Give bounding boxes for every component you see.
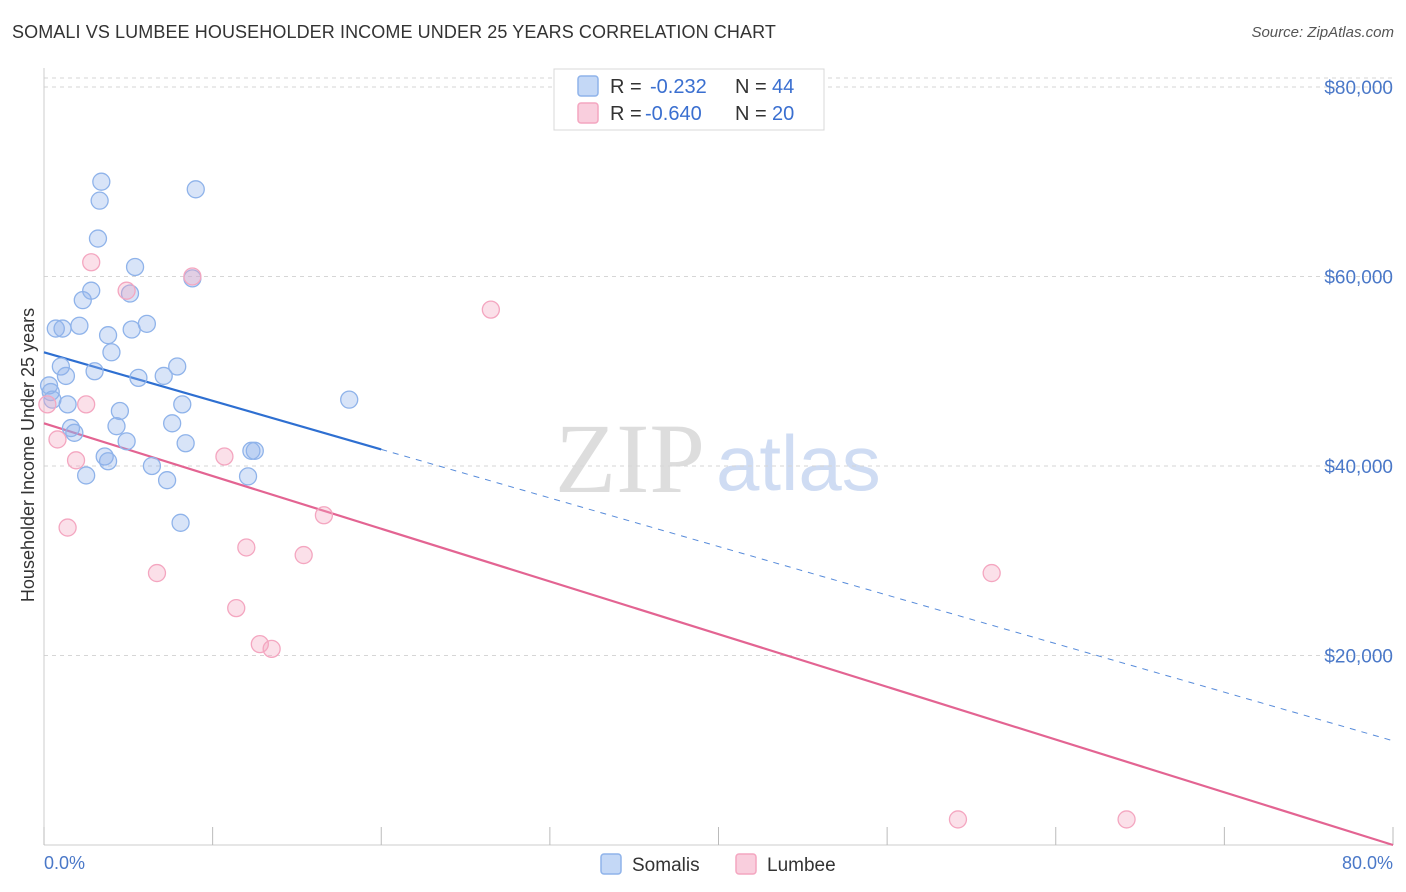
trend-line-somalis-extension <box>381 448 1394 742</box>
point-somalis <box>85 362 104 381</box>
point-somalis <box>238 467 258 486</box>
point-lumbee <box>294 545 313 565</box>
y-tick-labels: $20,000 $40,000 $60,000 $80,000 <box>1324 78 1393 668</box>
point-somalis <box>245 441 264 460</box>
point-somalis <box>125 257 145 277</box>
point-lumbee <box>77 395 96 414</box>
legend-r-value-somalis: -0.232 <box>650 76 707 98</box>
point-lumbee <box>314 506 334 525</box>
point-somalis <box>176 434 195 453</box>
y-axis-label: Householder Income Under 25 years <box>18 308 38 602</box>
axes <box>43 68 1394 846</box>
point-somalis <box>154 366 173 386</box>
point-somalis <box>171 513 190 532</box>
point-lumbee <box>58 518 77 537</box>
trend-line-somalis <box>43 351 382 451</box>
trend-lines <box>43 351 1394 847</box>
point-somalis <box>110 401 130 421</box>
point-somalis <box>65 423 84 442</box>
point-lumbee <box>262 639 281 659</box>
point-lumbee <box>215 447 234 466</box>
point-somalis <box>98 452 118 471</box>
watermark: ZIP atlas <box>555 403 881 514</box>
point-somalis <box>122 320 141 339</box>
point-somalis <box>157 471 177 490</box>
point-lumbee <box>183 267 202 286</box>
point-somalis <box>173 395 192 414</box>
point-lumbee <box>948 810 968 829</box>
bottom-legend-label-lumbee: Lumbee <box>767 855 836 876</box>
data-points <box>38 172 1136 829</box>
bottom-legend-swatch-somalis <box>600 853 622 875</box>
point-somalis <box>137 314 157 333</box>
series-legend: Somalis Lumbee <box>600 853 836 876</box>
point-somalis <box>77 466 96 485</box>
point-lumbee <box>82 253 101 272</box>
source-credit: Source: ZipAtlas.com <box>1251 24 1394 41</box>
legend-swatch-somalis <box>577 75 599 97</box>
bottom-legend-label-somalis: Somalis <box>632 855 700 876</box>
legend-r-label-lumbee: R = <box>610 103 642 125</box>
legend-n-label-lumbee: N = <box>735 103 767 125</box>
point-lumbee <box>117 281 136 300</box>
point-somalis <box>163 414 182 433</box>
point-somalis <box>56 366 76 386</box>
point-somalis <box>120 284 140 303</box>
y-tick-label: $20,000 <box>1324 646 1393 667</box>
y-tick-label: $80,000 <box>1324 78 1393 99</box>
point-lumbee <box>1117 810 1136 829</box>
point-somalis <box>53 319 72 338</box>
point-lumbee <box>481 300 501 319</box>
trend-line-lumbee <box>43 422 1394 847</box>
point-somalis <box>142 456 162 476</box>
point-somalis <box>129 368 148 388</box>
point-lumbee <box>48 430 67 449</box>
point-lumbee <box>982 563 1001 583</box>
watermark-atlas: atlas <box>716 419 881 507</box>
legend-n-value-somalis: 44 <box>772 76 794 98</box>
point-somalis <box>340 390 359 409</box>
point-somalis <box>117 432 136 451</box>
point-lumbee <box>237 538 256 557</box>
x-tick-label-max: 80.0% <box>1342 853 1393 873</box>
legend-box <box>553 68 825 131</box>
point-lumbee <box>38 395 57 414</box>
point-lumbee <box>147 563 167 583</box>
y-tick-label: $60,000 <box>1324 267 1393 288</box>
point-lumbee <box>227 598 246 618</box>
point-somalis <box>90 191 109 210</box>
chart-title: SOMALI VS LUMBEE HOUSEHOLDER INCOME UNDE… <box>12 22 776 42</box>
grid-lines <box>44 77 1393 656</box>
point-lumbee <box>250 634 269 654</box>
stats-legend: R = -0.232 N = 44 R = -0.640 N = 20 <box>553 68 825 131</box>
point-somalis <box>98 326 118 345</box>
legend-n-value-lumbee: 20 <box>772 103 794 125</box>
point-somalis <box>88 229 108 248</box>
point-lumbee <box>66 451 86 470</box>
point-somalis <box>107 417 126 436</box>
bottom-legend-swatch-lumbee <box>735 853 757 875</box>
y-tick-label: $40,000 <box>1324 457 1393 478</box>
legend-n-label-somalis: N = <box>735 76 767 98</box>
point-somalis <box>186 180 205 199</box>
legend-swatch-lumbee <box>577 102 599 124</box>
point-somalis <box>82 281 101 300</box>
legend-r-value-lumbee: -0.640 <box>645 103 702 125</box>
point-somalis <box>58 395 77 414</box>
point-somalis <box>102 343 121 362</box>
point-somalis <box>46 319 65 338</box>
watermark-zip: ZIP <box>555 403 705 514</box>
legend-r-label-somalis: R = <box>610 76 642 98</box>
point-somalis <box>51 357 71 376</box>
point-somalis <box>92 172 111 191</box>
point-somalis <box>70 316 89 335</box>
x-tick-label-min: 0.0% <box>44 853 85 873</box>
point-somalis <box>168 357 187 376</box>
point-somalis <box>39 376 59 395</box>
